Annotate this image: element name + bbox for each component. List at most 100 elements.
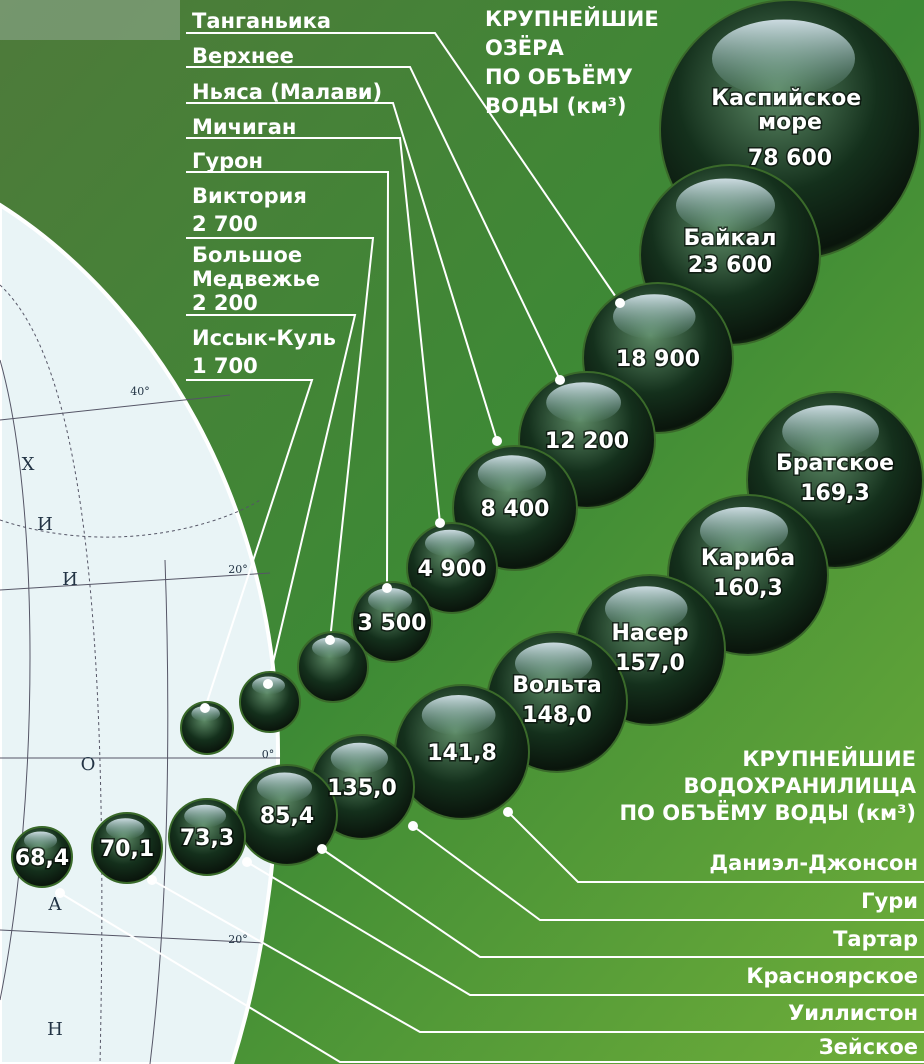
map-label: 20° bbox=[228, 563, 248, 576]
lakes-title: КРУПНЕЙШИЕ bbox=[485, 6, 659, 31]
photo-patch bbox=[0, 0, 180, 40]
bubble-name: Байкал bbox=[684, 226, 777, 251]
leader-dot bbox=[200, 703, 210, 713]
leader-dot bbox=[317, 844, 327, 854]
map-label: 20° bbox=[228, 933, 248, 946]
leader-dot bbox=[382, 583, 392, 593]
leader-dot bbox=[147, 875, 157, 885]
lake-value: 2 700 bbox=[192, 212, 258, 236]
leader-line bbox=[59, 892, 924, 1063]
reservoir-name: Зейское bbox=[819, 1035, 918, 1059]
bubble-highlight bbox=[257, 772, 312, 803]
bubble-value: 68,4 bbox=[15, 846, 69, 871]
bubble-value: 169,3 bbox=[800, 481, 870, 506]
map-label: 0° bbox=[262, 748, 275, 761]
bubble-value: 23 600 bbox=[688, 253, 772, 278]
leader-line bbox=[412, 825, 924, 921]
bubble-value: 157,0 bbox=[615, 651, 685, 676]
bubble-highlight bbox=[676, 178, 775, 233]
leader-dot bbox=[435, 518, 445, 528]
map-label: Х bbox=[22, 454, 35, 475]
leader-line bbox=[186, 379, 314, 709]
lake-value: 2 200 bbox=[192, 291, 258, 315]
bubble-highlight bbox=[106, 818, 145, 840]
bubble-value: 85,4 bbox=[260, 804, 314, 829]
bubble-highlight bbox=[425, 529, 475, 557]
bubble-highlight bbox=[613, 294, 696, 340]
leader-line bbox=[186, 171, 390, 589]
reservoir-name: Тартар bbox=[833, 927, 918, 951]
bubble-name: Каспийское море bbox=[711, 86, 869, 135]
leader-line bbox=[186, 102, 498, 442]
lake-name: Верхнее bbox=[192, 44, 294, 68]
lake-name: Гурон bbox=[192, 149, 263, 173]
bubble-value: 160,3 bbox=[713, 576, 783, 601]
bubble-value: 70,1 bbox=[100, 837, 154, 862]
bubble-highlight bbox=[312, 637, 351, 659]
reservoirs-title: ПО ОБЪЁМУ ВОДЫ (км³) bbox=[619, 800, 916, 825]
bubble-value: 3 500 bbox=[358, 611, 427, 636]
map-label: О bbox=[81, 754, 96, 775]
bubble-highlight bbox=[515, 642, 592, 685]
leader-line bbox=[186, 32, 621, 304]
leader-dot bbox=[555, 375, 565, 385]
bubble-value: 12 200 bbox=[545, 429, 629, 454]
bubble-highlight bbox=[368, 588, 412, 612]
bubble-highlight bbox=[421, 695, 496, 736]
reservoir-name: Даниэл-Джонсон bbox=[709, 851, 918, 875]
leader-dot bbox=[615, 298, 625, 308]
lake-value: 1 700 bbox=[192, 354, 258, 378]
lakes-title: ВОДЫ (км³) bbox=[485, 94, 626, 118]
lake-name: Иссык-Куль bbox=[192, 326, 336, 350]
leader-line bbox=[507, 811, 924, 883]
lakes-title: ПО ОБЪЁМУ bbox=[485, 64, 633, 89]
map-label: А bbox=[48, 894, 62, 915]
bubble-highlight bbox=[712, 19, 855, 98]
leader-dot bbox=[408, 821, 418, 831]
lake-name: Ньяса (Малави) bbox=[192, 80, 382, 104]
map-label: И bbox=[62, 569, 78, 590]
bubble-value: 4 900 bbox=[418, 557, 487, 582]
bubble-highlight bbox=[605, 586, 688, 632]
leader-dot bbox=[503, 807, 513, 817]
bubble-value: 148,0 bbox=[522, 703, 592, 728]
lake-name: Виктория bbox=[192, 184, 307, 208]
leader-line bbox=[186, 137, 441, 524]
leader-line bbox=[246, 861, 924, 996]
bubble-value: 73,3 bbox=[180, 826, 234, 851]
bubble-value: 8 400 bbox=[481, 497, 550, 522]
bubble-name: Вольта bbox=[512, 673, 602, 698]
leader-dot bbox=[492, 436, 502, 446]
lake-name: Танганьика bbox=[192, 9, 331, 33]
lake-name: Большое Медвежье bbox=[192, 243, 320, 291]
leader-line bbox=[186, 66, 561, 381]
map-label: И bbox=[37, 514, 53, 535]
bubble-name: Кариба bbox=[701, 546, 795, 571]
bubble-highlight bbox=[184, 804, 227, 828]
bubble-value: 78 600 bbox=[748, 146, 832, 171]
leader-dot bbox=[55, 888, 65, 898]
reservoir-name: Гури bbox=[861, 889, 918, 913]
map-label: 40° bbox=[130, 385, 150, 398]
bubble-highlight bbox=[546, 382, 621, 423]
bubble-highlight bbox=[330, 742, 388, 775]
bubble-name: Братское bbox=[776, 451, 894, 476]
leader-dot bbox=[325, 635, 335, 645]
leader-line bbox=[321, 848, 924, 958]
bubble-value: 18 900 bbox=[616, 347, 700, 372]
bubble-value: 135,0 bbox=[327, 776, 397, 801]
reservoirs-title: ВОДОХРАНИЛИЩА bbox=[683, 774, 916, 798]
bubble-highlight bbox=[782, 405, 879, 458]
reservoirs-title: КРУПНЕЙШИЕ bbox=[742, 746, 916, 771]
leader-line bbox=[151, 879, 924, 1033]
bubble-name: Насер bbox=[612, 621, 689, 646]
bubble-highlight bbox=[700, 507, 788, 555]
lakes-title: ОЗЁРА bbox=[485, 35, 565, 60]
lake-name: Мичиган bbox=[192, 115, 296, 139]
bubble-value: 141,8 bbox=[427, 741, 497, 766]
leader-dot bbox=[242, 857, 252, 867]
leader-dot bbox=[263, 679, 273, 689]
reservoir-name: Уиллистон bbox=[788, 1001, 918, 1025]
bubble-highlight bbox=[477, 455, 546, 493]
